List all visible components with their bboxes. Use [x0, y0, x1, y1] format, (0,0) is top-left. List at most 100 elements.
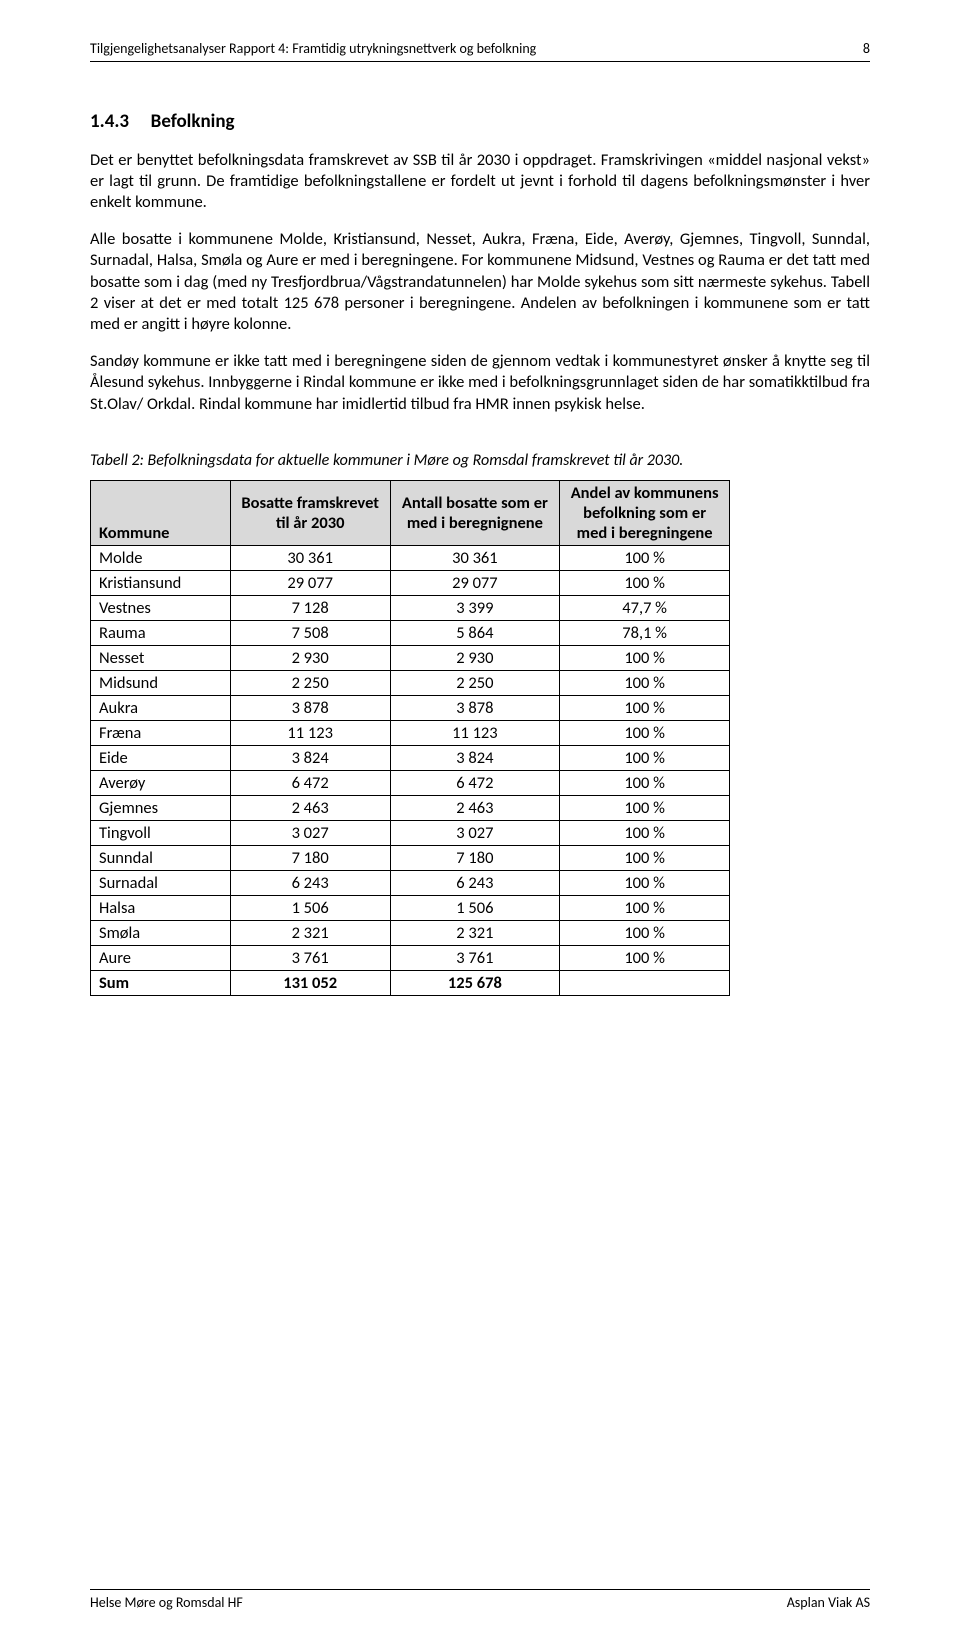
cell-andel: 78,1 % [560, 620, 730, 645]
page-header: Tilgjengelighetsanalyser Rapport 4: Fram… [90, 40, 870, 62]
col-header-kommune: Kommune [91, 480, 231, 545]
cell-kommune: Gjemnes [91, 795, 231, 820]
table-row: Aure3 7613 761100 % [91, 945, 730, 970]
header-title: Tilgjengelighetsanalyser Rapport 4: Fram… [90, 40, 536, 57]
cell-bosatte: 29 077 [230, 570, 390, 595]
cell-bosatte: 1 506 [230, 895, 390, 920]
cell-kommune: Averøy [91, 770, 231, 795]
cell-antall: 3 878 [390, 695, 560, 720]
cell-kommune: Molde [91, 545, 231, 570]
table-caption: Tabell 2: Befolkningsdata for aktuelle k… [90, 451, 870, 470]
cell-kommune: Vestnes [91, 595, 231, 620]
cell-kommune: Eide [91, 745, 231, 770]
cell-andel: 100 % [560, 670, 730, 695]
cell-andel: 100 % [560, 820, 730, 845]
cell-kommune: Kristiansund [91, 570, 231, 595]
table-row: Kristiansund29 07729 077100 % [91, 570, 730, 595]
cell-bosatte: 2 250 [230, 670, 390, 695]
col-header-andel: Andel av kommunens befolkning som er med… [560, 480, 730, 545]
cell-andel: 100 % [560, 870, 730, 895]
table-row: Rauma7 5085 86478,1 % [91, 620, 730, 645]
cell-kommune: Rauma [91, 620, 231, 645]
cell-antall: 6 243 [390, 870, 560, 895]
cell-antall: 29 077 [390, 570, 560, 595]
cell-bosatte: 3 761 [230, 945, 390, 970]
page: Tilgjengelighetsanalyser Rapport 4: Fram… [0, 0, 960, 1639]
cell-andel: 47,7 % [560, 595, 730, 620]
cell-antall: 3 824 [390, 745, 560, 770]
cell-andel: 100 % [560, 945, 730, 970]
table-row: Vestnes7 1283 39947,7 % [91, 595, 730, 620]
col-header-antall: Antall bosatte som er med i beregnignene [390, 480, 560, 545]
cell-bosatte: 6 243 [230, 870, 390, 895]
cell-sum-bosatte: 131 052 [230, 970, 390, 995]
table-row: Sunndal7 1807 180100 % [91, 845, 730, 870]
table-row: Aukra3 8783 878100 % [91, 695, 730, 720]
cell-antall: 5 864 [390, 620, 560, 645]
table-row: Smøla2 3212 321100 % [91, 920, 730, 945]
cell-kommune: Tingvoll [91, 820, 231, 845]
paragraph-1: Det er benyttet befolkningsdata framskre… [90, 150, 870, 213]
table-row: Eide3 8243 824100 % [91, 745, 730, 770]
cell-andel: 100 % [560, 645, 730, 670]
col-header-bosatte: Bosatte framskrevet til år 2030 [230, 480, 390, 545]
table-row: Halsa1 5061 506100 % [91, 895, 730, 920]
cell-andel: 100 % [560, 695, 730, 720]
table-header-row: Kommune Bosatte framskrevet til år 2030 … [91, 480, 730, 545]
table-row: Tingvoll3 0273 027100 % [91, 820, 730, 845]
table-row: Averøy6 4726 472100 % [91, 770, 730, 795]
section-title: Befolkning [151, 110, 235, 133]
cell-antall: 2 321 [390, 920, 560, 945]
cell-antall: 30 361 [390, 545, 560, 570]
header-page-number: 8 [863, 40, 870, 57]
cell-bosatte: 6 472 [230, 770, 390, 795]
cell-antall: 7 180 [390, 845, 560, 870]
table-row: Gjemnes2 4632 463100 % [91, 795, 730, 820]
cell-antall: 2 250 [390, 670, 560, 695]
cell-bosatte: 7 180 [230, 845, 390, 870]
cell-sum-andel [560, 970, 730, 995]
cell-bosatte: 2 321 [230, 920, 390, 945]
cell-sum-name: Sum [91, 970, 231, 995]
table-row: Midsund2 2502 250100 % [91, 670, 730, 695]
cell-andel: 100 % [560, 570, 730, 595]
cell-antall: 3 399 [390, 595, 560, 620]
cell-andel: 100 % [560, 920, 730, 945]
population-table: Kommune Bosatte framskrevet til år 2030 … [90, 480, 730, 996]
cell-andel: 100 % [560, 795, 730, 820]
cell-bosatte: 2 463 [230, 795, 390, 820]
table-row: Fræna11 12311 123100 % [91, 720, 730, 745]
cell-kommune: Halsa [91, 895, 231, 920]
cell-andel: 100 % [560, 745, 730, 770]
cell-andel: 100 % [560, 770, 730, 795]
cell-antall: 2 930 [390, 645, 560, 670]
cell-bosatte: 11 123 [230, 720, 390, 745]
cell-andel: 100 % [560, 845, 730, 870]
cell-sum-antall: 125 678 [390, 970, 560, 995]
cell-kommune: Smøla [91, 920, 231, 945]
cell-bosatte: 3 824 [230, 745, 390, 770]
paragraph-2: Alle bosatte i kommunene Molde, Kristian… [90, 229, 870, 335]
footer-right: Asplan Viak AS [787, 1594, 870, 1611]
cell-bosatte: 3 878 [230, 695, 390, 720]
cell-antall: 3 761 [390, 945, 560, 970]
cell-bosatte: 7 508 [230, 620, 390, 645]
table-row: Nesset2 9302 930100 % [91, 645, 730, 670]
cell-kommune: Aure [91, 945, 231, 970]
table-row-sum: Sum131 052125 678 [91, 970, 730, 995]
cell-antall: 1 506 [390, 895, 560, 920]
cell-antall: 6 472 [390, 770, 560, 795]
cell-kommune: Midsund [91, 670, 231, 695]
cell-kommune: Aukra [91, 695, 231, 720]
paragraph-3: Sandøy kommune er ikke tatt med i beregn… [90, 351, 870, 414]
cell-bosatte: 3 027 [230, 820, 390, 845]
cell-kommune: Sunndal [91, 845, 231, 870]
cell-antall: 3 027 [390, 820, 560, 845]
section-heading: 1.4.3 Befolkning [90, 110, 870, 133]
footer-left: Helse Møre og Romsdal HF [90, 1594, 243, 1611]
page-footer: Helse Møre og Romsdal HF Asplan Viak AS [90, 1589, 870, 1611]
cell-antall: 2 463 [390, 795, 560, 820]
cell-kommune: Surnadal [91, 870, 231, 895]
cell-andel: 100 % [560, 895, 730, 920]
cell-kommune: Nesset [91, 645, 231, 670]
